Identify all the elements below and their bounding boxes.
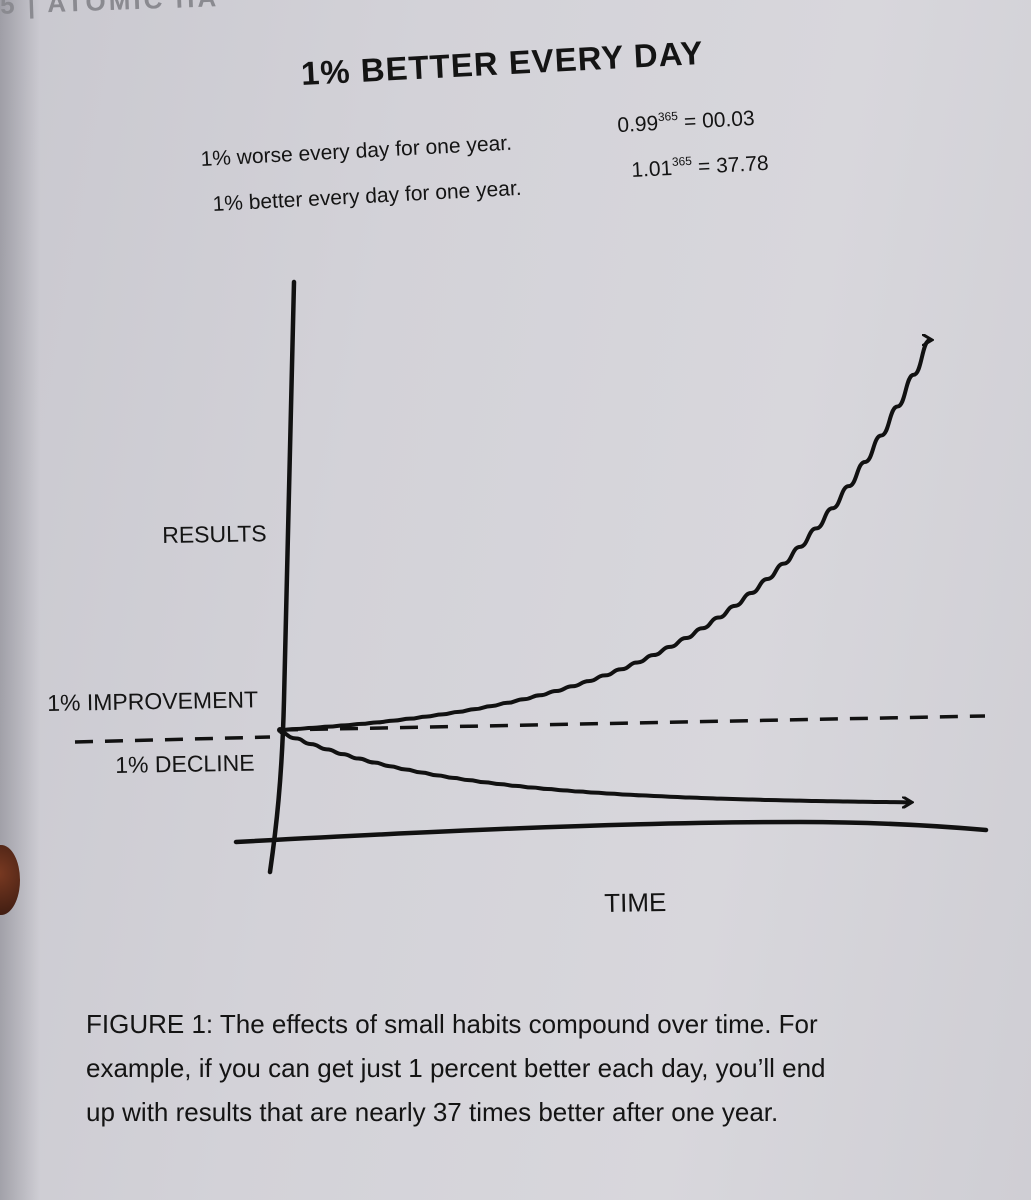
- caption-line: example, if you can get just 1 percent b…: [86, 1053, 826, 1083]
- caption-line: up with results that are nearly 37 times…: [86, 1097, 779, 1127]
- origin-point: [277, 727, 283, 733]
- x-axis: [233, 819, 989, 845]
- y-axis: [267, 279, 297, 875]
- y-axis-label: RESULTS: [162, 520, 267, 548]
- baseline-dash-left: [74, 735, 271, 744]
- figure-caption: FIGURE 1: The effects of small habits co…: [86, 1002, 966, 1134]
- finger-edge: [0, 845, 20, 915]
- page-gutter-shadow: [0, 0, 40, 1200]
- series-2-decline-line: [279, 730, 911, 802]
- decline-label: 1% DECLINE: [115, 749, 255, 778]
- x-axis-label: TIME: [604, 886, 667, 918]
- caption-line: FIGURE 1: The effects of small habits co…: [86, 1009, 818, 1039]
- series-1-improvement-line: [279, 340, 930, 732]
- baseline-dash-right: [279, 714, 986, 732]
- improvement-label: 1% IMPROVEMENT: [47, 686, 259, 716]
